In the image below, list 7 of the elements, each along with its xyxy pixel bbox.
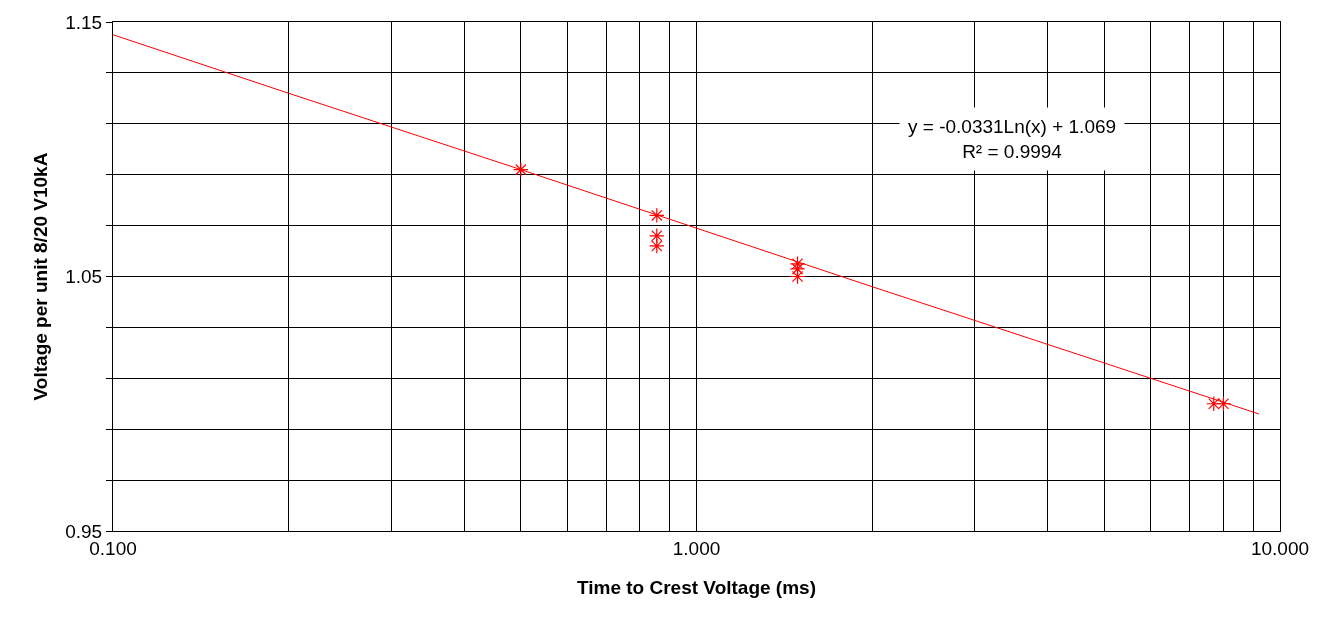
y-tick-label: 1.05 — [65, 266, 103, 288]
x-tick-label: 10.000 — [1250, 537, 1310, 559]
x-axis-title: Time to Crest Voltage (ms) — [577, 576, 816, 598]
annotation: y = -0.0331Ln(x) + 1.069 R² = 0.9994 — [908, 116, 1117, 162]
x-tick-label: 1.000 — [672, 537, 721, 559]
y-axis-title: Voltage per unit 8/20 V10kA — [30, 152, 52, 401]
y-tick-label: 1.15 — [65, 11, 103, 33]
